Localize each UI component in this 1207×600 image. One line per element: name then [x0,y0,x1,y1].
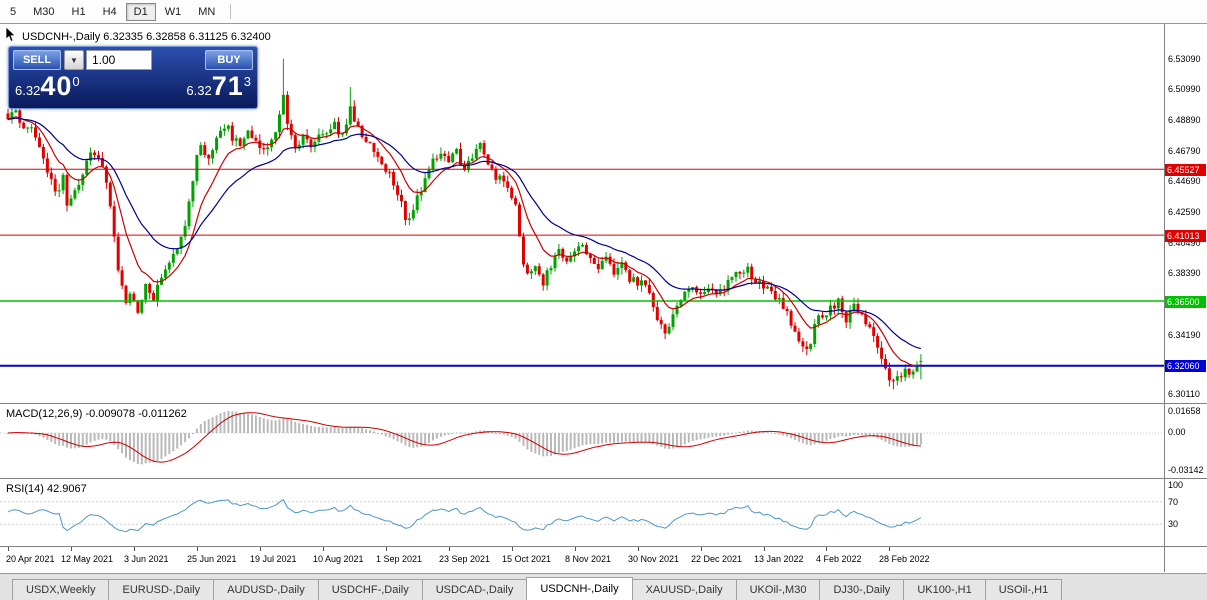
date-tick [260,547,261,551]
one-click-trading-panel: SELL ▼ BUY 6.32 40 0 6.32 71 3 [8,46,258,109]
price-axis-label: 6.44690 [1168,176,1201,187]
date-label: 20 Apr 2021 [6,554,55,564]
price-axis-label: 6.48890 [1168,115,1201,126]
date-label: 23 Sep 2021 [439,554,491,564]
timeframe-button-d1[interactable]: D1 [125,2,156,21]
date-tick [197,547,198,551]
chart-tab-dj30-daily[interactable]: DJ30-,Daily [819,579,905,600]
date-tick [8,547,9,551]
rsi-axis-label: 30 [1168,519,1179,529]
price-axis-label: 6.38390 [1168,268,1201,279]
chevron-down-icon: ▼ [70,55,78,65]
date-tick [449,547,450,551]
timeframe-toolbar: 5 M30 H1 H4 D1 W1 MN [0,0,1207,24]
date-tick [889,547,890,551]
date-tick [826,547,827,551]
chart-tab-usoil-h1[interactable]: USOil-,H1 [984,579,1063,600]
date-label: 19 Jul 2021 [250,554,297,564]
chart-tab-eurusd-daily[interactable]: EURUSD-,Daily [108,579,215,600]
buy-price: 6.32 71 3 [186,70,251,102]
chart-header: USDCNH-,Daily 6.32335 6.32858 6.31125 6.… [22,31,271,43]
price-axis-label: 6.53090 [1168,53,1201,64]
volume-dropdown-button[interactable]: ▼ [64,50,84,70]
price-axis-label: 6.42590 [1168,207,1201,218]
date-label: 12 May 2021 [61,554,114,564]
chart-tab-usdcad-daily[interactable]: USDCAD-,Daily [421,579,528,600]
date-label: 4 Feb 2022 [816,554,862,564]
price-line-badge: 6.41013 [1165,229,1206,242]
macd-axis-label: 0.01658 [1168,406,1201,416]
macd-canvas[interactable] [0,404,1164,478]
date-tick [386,547,387,551]
timeframe-button-h1[interactable]: H1 [71,5,86,18]
date-tick [323,547,324,551]
price-chart-canvas[interactable] [0,24,1164,403]
sell-button[interactable]: SELL [13,50,61,70]
chart-tab-usdx-weekly[interactable]: USDX,Weekly [12,579,110,600]
buy-button[interactable]: BUY [205,50,253,70]
date-label: 28 Feb 2022 [879,554,930,564]
date-tick [512,547,513,551]
chart-tab-ukoil-m30[interactable]: UKOil-,M30 [735,579,821,600]
date-label: 25 Jun 2021 [187,554,237,564]
rsi-indicator-panel[interactable]: RSI(14) 42.9067 [0,479,1207,547]
rsi-axis-label: 70 [1168,497,1179,507]
buy-price-prefix: 6.32 [186,83,212,98]
date-label: 1 Sep 2021 [376,554,423,564]
toolbar-separator [230,4,232,19]
volume-input[interactable] [86,50,152,70]
date-label: 30 Nov 2021 [628,554,680,564]
price-axis-label: 6.34190 [1168,329,1201,340]
chart-tab-audusd-daily[interactable]: AUDUSD-,Daily [213,579,319,600]
sell-price-big: 40 [40,71,73,101]
price-line-badge: 6.36500 [1165,295,1206,308]
buy-price-big: 71 [211,71,244,101]
buy-price-sup: 3 [243,74,251,89]
rsi-label: RSI(14) 42.9067 [6,483,87,495]
timeframe-button-w1[interactable]: W1 [164,5,182,18]
macd-label: MACD(12,26,9) -0.009078 -0.011262 [6,408,187,420]
price-chart-panel[interactable]: USDCNH-,Daily 6.32335 6.32858 6.31125 6.… [0,24,1207,404]
date-label: 22 Dec 2021 [691,554,743,564]
price-axis-label: 6.40490 [1168,237,1201,248]
chart-tab-bar: USDX,Weekly EURUSD-,Daily AUDUSD-,Daily USD… [0,574,1207,600]
price-axis-label: 6.50990 [1168,84,1201,95]
timeframe-button-mn[interactable]: MN [198,5,216,18]
timeframe-button-m30[interactable]: M30 [33,5,55,18]
chart-tab-usdcnh-daily[interactable]: USDCNH-,Daily [526,577,633,600]
date-tick [701,547,702,551]
date-label: 15 Oct 2021 [502,554,552,564]
price-axis-label: 6.46790 [1168,145,1201,156]
date-label: 10 Aug 2021 [313,554,364,564]
date-tick [71,547,72,551]
sell-price-sup: 0 [72,74,80,89]
timeframe-button-h4[interactable]: H4 [102,5,117,18]
macd-axis-label: -0.03142 [1168,465,1204,475]
rsi-canvas[interactable] [0,479,1164,546]
price-line-badge: 6.45527 [1165,163,1206,176]
chart-tab-uk100-h1[interactable]: UK100-,H1 [903,579,986,600]
date-axis: 20 Apr 2021 12 May 2021 3 Jun 2021 25 Jun 2… [0,547,1207,574]
chart-tab-xauusd-daily[interactable]: XAUUSD-,Daily [631,579,737,600]
sell-price: 6.32 40 0 [15,70,80,102]
macd-indicator-panel[interactable]: MACD(12,26,9) -0.009078 -0.011262 [0,404,1207,479]
date-label: 8 Nov 2021 [565,554,612,564]
price-axis-label: 6.30110 [1168,389,1200,400]
date-tick [134,547,135,551]
date-label: 3 Jun 2021 [124,554,169,564]
mouse-cursor-icon [5,27,16,42]
date-tick [575,547,576,551]
timeframe-button-5[interactable]: 5 [10,5,17,18]
macd-axis-label: 0.00 [1168,427,1186,437]
rsi-axis-label: 100 [1168,480,1184,490]
axis-separator [1164,24,1165,572]
price-line-badge: 6.32060 [1165,360,1206,373]
sell-price-prefix: 6.32 [15,83,41,98]
chart-tab-usdchf-daily[interactable]: USDCHF-,Daily [317,579,423,600]
date-tick [638,547,639,551]
date-label: 13 Jan 2022 [754,554,804,564]
date-tick [764,547,765,551]
